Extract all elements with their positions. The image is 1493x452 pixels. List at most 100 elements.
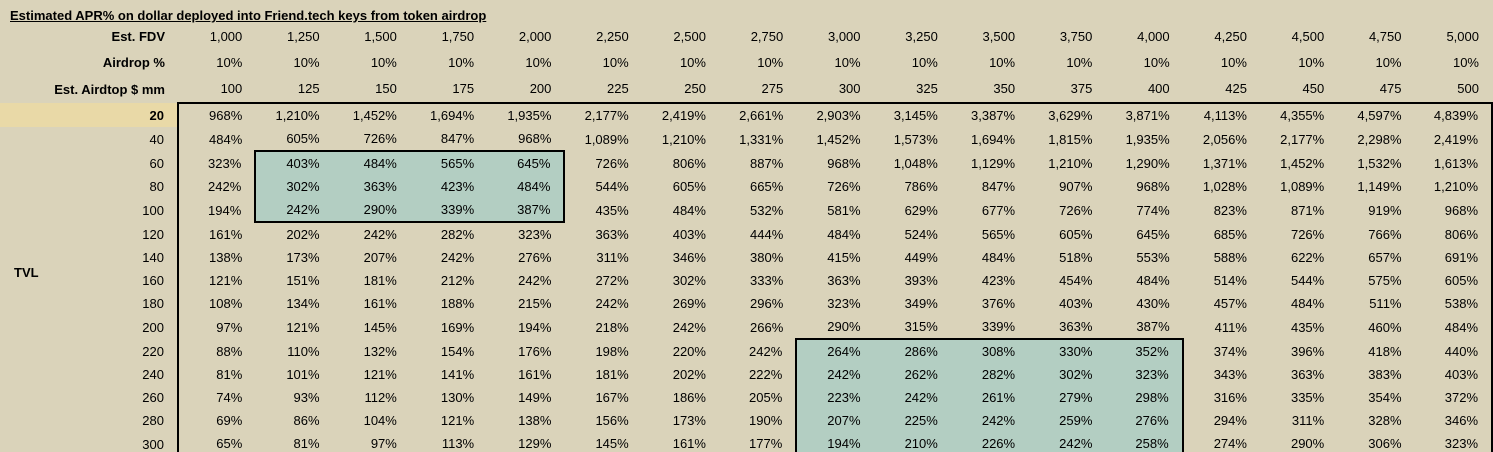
apr-cell: 151% [286,273,320,288]
param-value: 100 [220,81,243,96]
apr-cell: 430% [1136,296,1170,311]
apr-cell: 1,210% [255,102,333,127]
apr-cell: 315% [904,319,938,334]
param-value: 500 [1457,81,1479,96]
tvl-row-label: 120 [142,226,164,242]
apr-cell: 460% [1368,319,1402,335]
data-row: 120 161% 202% 242% 282% 323% 363% 403% 444% 484% 5… [0,222,1493,246]
apr-cell: 887% [750,155,784,171]
apr-cell: 363% [1290,367,1325,382]
apr-cell: 242% [176,175,256,198]
apr-cell: 145% [564,432,642,452]
apr-cell: 3,145% [873,102,951,127]
param-value: 4,250 [1214,29,1247,44]
apr-cell: 968% [827,155,861,171]
apr-cell: 806% [672,155,706,171]
apr-cell: 449% [904,250,938,265]
apr-cell: 484% [1290,296,1325,311]
data-row: 280 69% 86% 104% 121% 138% 156% 173% 190% 207% 225… [0,409,1493,432]
apr-cell: 657% [1368,250,1402,265]
apr-cell: 387% [487,198,566,223]
apr-cell: 565% [409,150,488,175]
apr-cell: 242% [1028,432,1106,452]
apr-cell: 302% [254,175,333,198]
param-value: 10% [1452,55,1479,70]
apr-cell: 847% [981,179,1016,194]
tvl-row-label: 20 [0,103,178,127]
apr-cell: 372% [1414,386,1493,409]
apr-cell: 242% [595,296,629,311]
apr-cell: 435% [1290,319,1325,335]
apr-cell: 266% [750,319,784,335]
apr-cell: 161% [641,432,719,452]
apr-cell: 403% [1059,296,1093,311]
apr-cell: 294% [1213,413,1247,428]
apr-cell: 1,371% [1202,155,1247,171]
apr-cell: 86% [293,413,320,428]
param-value: 250 [684,81,706,96]
apr-cell: 223% [795,386,874,409]
apr-cell: 328% [1368,413,1402,428]
apr-cell: 484% [1414,315,1493,339]
apr-cell: 387% [1136,319,1170,334]
apr-cell: 1,452% [332,102,410,127]
apr-cell: 484% [672,202,706,218]
apr-cell: 242% [795,363,874,386]
apr-cell: 188% [440,296,475,311]
tvl-row-label: 220 [142,343,164,359]
apr-cell: 363% [1059,319,1093,334]
apr-cell: 4,113% [1182,102,1260,127]
apr-cell: 786% [904,179,938,194]
apr-cell: 352% [1105,338,1184,363]
apr-cell: 207% [363,250,397,265]
apr-cell: 968% [518,131,552,146]
apr-cell: 691% [1414,246,1493,269]
apr-cell: 145% [363,319,397,335]
apr-cell: 311% [596,250,629,265]
apr-cell: 665% [750,179,784,194]
apr-cell: 97% [332,432,410,452]
apr-cell: 484% [827,226,861,242]
apr-cell: 423% [981,273,1016,288]
apr-cell: 343% [1213,367,1247,382]
apr-cell: 194% [795,432,874,452]
apr-cell: 440% [1414,339,1493,363]
apr-cell: 1,210% [1414,175,1493,198]
apr-cell: 129% [487,432,565,452]
apr-cell: 393% [904,273,938,288]
apr-cell: 286% [873,338,951,363]
apr-cell: 88% [176,339,256,363]
apr-cell: 553% [1136,250,1170,265]
param-value: 10% [370,55,397,70]
tvl-row-label: 160 [142,273,164,288]
param-value: 10% [1375,55,1402,70]
apr-cell: 282% [440,227,475,242]
apr-cell: 484% [1136,273,1170,288]
param-value: 2,250 [596,29,629,44]
apr-cell: 1,694% [409,102,488,127]
apr-cell: 484% [332,150,410,175]
apr-cell: 396% [1290,343,1325,359]
apr-cell: 1,613% [1414,151,1493,175]
apr-cell: 454% [1059,273,1093,288]
apr-cell: 363% [332,175,410,198]
data-row: 40 484% 605% 726% 847% 968% 1,089% 1,210% 1,331%… [0,127,1493,151]
apr-cell: 302% [672,273,706,288]
param-value: 475 [1379,81,1402,96]
apr-cell: 276% [518,250,552,265]
param-value: 10% [216,55,243,70]
apr-cell: 524% [904,226,938,242]
apr-cell: 363% [595,226,629,242]
apr-cell: 645% [487,150,566,175]
apr-cell: 323% [518,227,552,242]
param-value: 2,500 [673,29,706,44]
apr-cell: 575% [1368,273,1402,288]
table-title: Estimated APR% on dollar deployed into F… [10,8,487,23]
apr-cell: 298% [1105,386,1184,409]
apr-cell: 968% [1414,198,1493,222]
param-value: 10% [293,55,320,70]
apr-cell: 316% [1213,390,1247,405]
data-row: 200 97% 121% 145% 169% 194% 218% 242% 266% 290% 31… [0,315,1493,339]
apr-cell: 645% [1136,226,1170,242]
